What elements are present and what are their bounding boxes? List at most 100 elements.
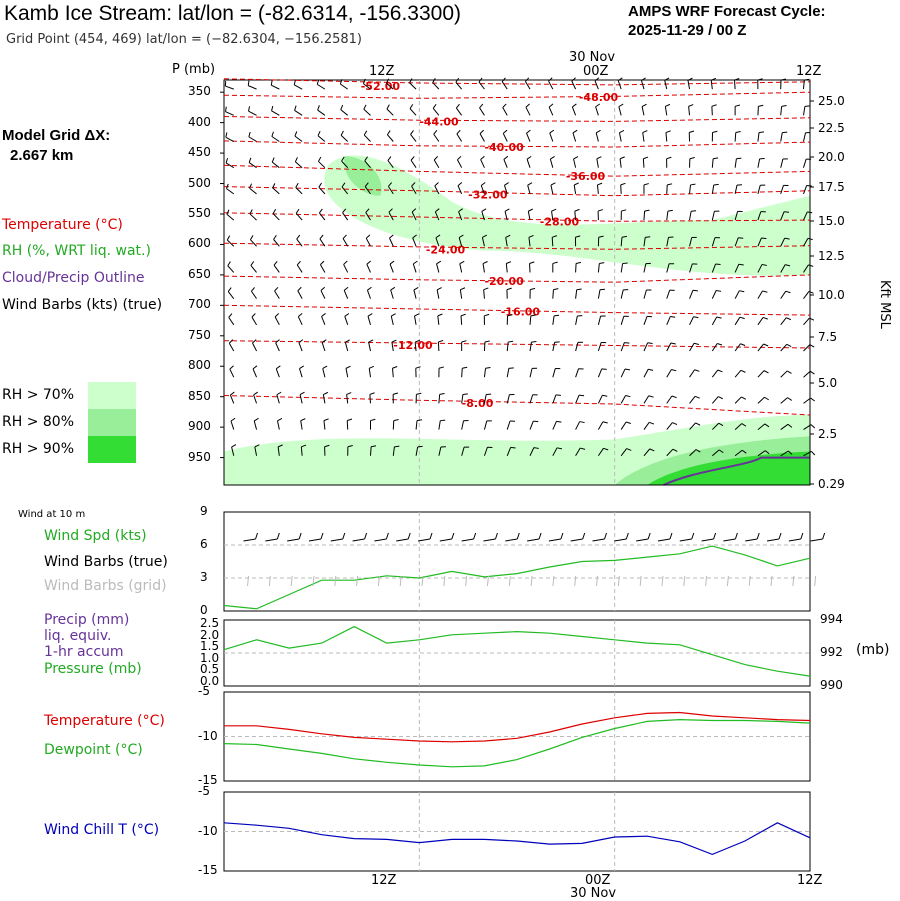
wind-tick-0: 0 (200, 603, 208, 617)
barb-flag-2-9 (434, 130, 437, 134)
barb-9-10 (461, 316, 462, 325)
barb-12-20 (690, 396, 696, 403)
barb-flag-7-6 (367, 261, 371, 264)
sfc-barb-7 (396, 539, 408, 541)
barb-flag-7-16 (599, 263, 604, 264)
barb-8-0 (228, 292, 234, 299)
barb-11-12 (507, 368, 509, 377)
barb-flag-7-12 (506, 262, 511, 264)
sfc-barb-flag-1 (277, 533, 279, 539)
barb-8-1 (251, 291, 256, 298)
barb-13-13 (530, 421, 533, 429)
barb-flag-5-24 (784, 212, 789, 213)
barb-flag-2-14 (550, 130, 554, 133)
barb-4-10 (458, 186, 462, 194)
legend-barbs: Wind Barbs (kts) (true) (2, 297, 162, 313)
barb-5-0 (227, 214, 234, 220)
barb-11-6 (369, 368, 370, 377)
barb-1-13 (526, 107, 530, 115)
barb-1-1 (249, 111, 257, 115)
barb-flag-3-8 (411, 156, 414, 160)
h-tick-0: 25.0 (818, 94, 845, 108)
barb-9-23 (758, 317, 763, 324)
barb-flag-7-2 (274, 261, 277, 265)
barb-flag-2-7 (387, 131, 390, 135)
chill-tick--10: -10 (198, 824, 218, 838)
barb-flag-10-23 (764, 344, 769, 346)
barb-flag-8-9 (437, 288, 441, 290)
barb-flag-4-12 (504, 183, 508, 186)
barb-1-5 (341, 110, 348, 116)
barb-flag-10-11 (485, 341, 490, 342)
barb-flag-8-0 (228, 288, 231, 292)
barb-flag-2-4 (318, 131, 320, 136)
barb-2-4 (318, 136, 325, 142)
chill-tick--15: -15 (198, 863, 218, 877)
barb-13-17 (621, 422, 626, 430)
barb-flag-11-10 (462, 367, 467, 368)
barb-flag-7-14 (553, 262, 558, 263)
barb-flag-10-13 (531, 342, 536, 343)
barb-flag-3-3 (295, 157, 297, 162)
barb-8-21 (712, 290, 716, 298)
barb-flag-9-5 (345, 313, 349, 316)
barb-2-19 (666, 133, 667, 142)
barb-10-19 (667, 343, 671, 351)
p-tick-550: 550 (188, 206, 211, 220)
barb-flag-8-15 (577, 289, 582, 290)
isotherm--44 (224, 117, 810, 122)
barb-6-3 (297, 239, 302, 246)
temp-tick--10: -10 (198, 729, 218, 743)
barb-3-24 (781, 159, 783, 168)
barb-5-4 (319, 213, 325, 220)
barb-8-2 (275, 291, 280, 299)
barb-flag-8-1 (251, 287, 254, 291)
barb-11-1 (253, 369, 257, 377)
barb-flag-10-20 (694, 343, 699, 344)
barb-7-16 (598, 264, 599, 273)
barb-flag-4-15 (574, 183, 579, 185)
barb-flag-2-3 (295, 131, 297, 136)
barb-flag-9-4 (322, 313, 326, 316)
sfc-barb-26 (811, 539, 823, 541)
barb-10-16 (598, 342, 601, 351)
barb-11-20 (690, 370, 695, 377)
barb-flag-11-1 (253, 366, 257, 369)
barb-flag-4-14 (551, 183, 555, 185)
legend-rh: RH (%, WRT liq. wat.) (2, 243, 151, 259)
barb-flag-0-8 (410, 78, 412, 82)
barb-2-3 (295, 136, 302, 141)
h-tick-9: 2.5 (818, 427, 837, 441)
legend-rh80-label: RH > 80% (2, 414, 74, 430)
p-tick-850: 850 (188, 389, 211, 403)
wind10-heading: Wind at 10 m (18, 509, 85, 520)
barb-flag-0-3 (294, 80, 295, 85)
barb-3-25 (803, 159, 806, 168)
barb-flag-3-2 (272, 158, 274, 163)
barb-1-4 (318, 110, 325, 115)
barb-flag-1-15 (572, 104, 576, 107)
barb-13-3 (301, 421, 302, 430)
barb-flag-1-4 (318, 105, 320, 110)
sfc-barb-20 (680, 539, 692, 541)
barb-9-17 (621, 316, 624, 325)
barb-flag-2-22 (736, 132, 741, 133)
barb-3-17 (620, 159, 621, 168)
barb-4-20 (690, 185, 691, 194)
sfc-barb-flag-13 (539, 533, 541, 539)
barb-11-13 (530, 368, 532, 377)
chill-tick--5: -5 (198, 784, 210, 798)
barb-flag-4-13 (528, 183, 532, 186)
barb-8-20 (690, 290, 693, 298)
barb-flag-11-17 (625, 369, 630, 370)
barb-1-2 (272, 111, 280, 116)
barb-flag-1-22 (735, 105, 740, 106)
barb-7-1 (251, 265, 257, 272)
barb-flag-11-3 (300, 366, 304, 369)
barb-flag-1-18 (642, 104, 646, 106)
barb-11-25 (803, 371, 810, 377)
barb-flag-6-1 (250, 235, 253, 239)
barb-flag-11-19 (671, 369, 676, 370)
wind-barbs-true-label: Wind Barbs (true) (44, 554, 168, 570)
barb-2-13 (527, 133, 531, 141)
